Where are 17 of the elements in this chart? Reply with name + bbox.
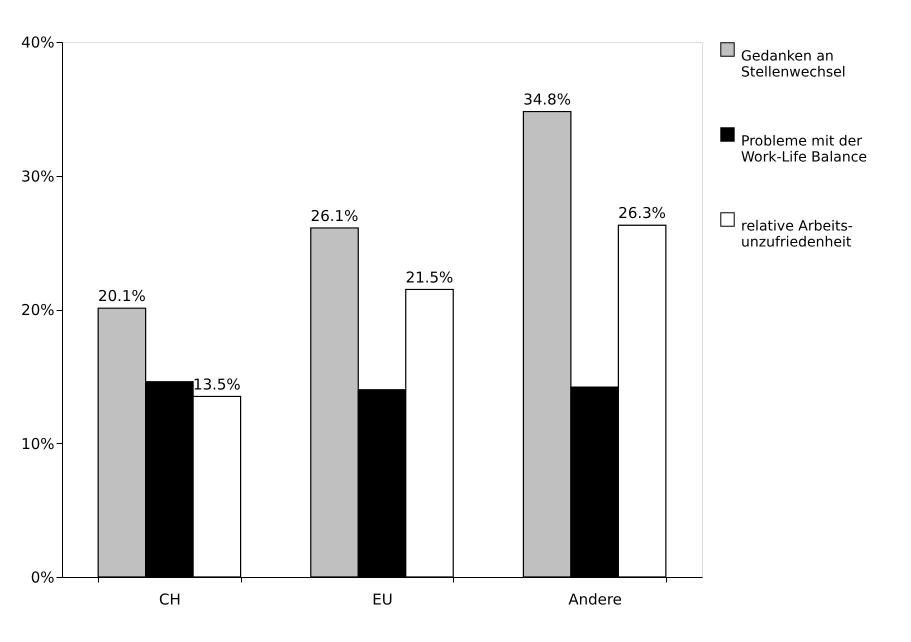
data-label: 26.1% xyxy=(310,206,358,225)
legend-label: relative Arbeits-unzufriedenheit xyxy=(741,218,853,250)
y-tick-label: 40% xyxy=(21,34,54,52)
y-tick-label: 10% xyxy=(21,434,54,453)
data-label: 21.5% xyxy=(406,268,454,286)
data-label: 34.8% xyxy=(523,90,571,109)
x-tick-label: Andere xyxy=(568,590,622,608)
y-tick-label: 0% xyxy=(30,568,54,586)
data-label: 26.3% xyxy=(618,204,666,222)
data-label: 13.5% xyxy=(193,375,241,394)
x-tick-label: CH xyxy=(158,590,181,608)
y-tick-label: 20% xyxy=(21,301,54,319)
data-label: 20.1% xyxy=(98,287,146,306)
legend-label: Gedanken an Stellenwechsel xyxy=(741,48,846,80)
y-tick-label: 30% xyxy=(21,167,54,186)
x-tick-label: EU xyxy=(372,590,393,608)
legend-label: Probleme mit der Work-Life Balance xyxy=(741,134,868,166)
